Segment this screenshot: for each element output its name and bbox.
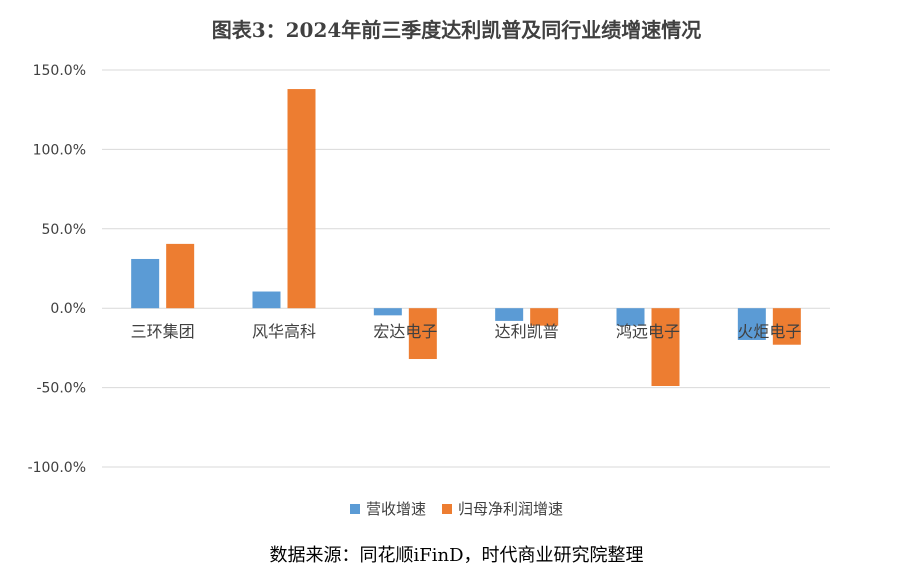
legend-swatch-net-profit xyxy=(442,503,452,514)
y-tick-label: -50.0% xyxy=(36,381,86,397)
y-tick-label: -100.0% xyxy=(28,460,86,476)
legend: 营收增速 归母净利润增速 xyxy=(0,498,913,519)
category-label: 鸿远电子 xyxy=(616,322,680,341)
y-tick-label: 100.0% xyxy=(33,142,86,158)
bar-net-profit xyxy=(287,89,316,309)
legend-swatch-revenue xyxy=(349,503,360,514)
bar-revenue xyxy=(373,308,402,316)
category-label: 达利凯普 xyxy=(495,322,559,341)
legend-label-net-profit: 归母净利润增速 xyxy=(458,500,564,518)
bar-revenue xyxy=(616,308,645,326)
bar-revenue xyxy=(131,258,160,309)
bar-revenue xyxy=(737,308,766,340)
bar-net-profit xyxy=(530,308,559,326)
legend-item-revenue: 营收增速 xyxy=(349,498,426,519)
bar-net-profit xyxy=(651,308,680,387)
legend-item-net-profit: 归母净利润增速 xyxy=(442,498,563,519)
category-label: 三环集团 xyxy=(131,322,195,341)
y-tick-label: 0.0% xyxy=(50,301,86,317)
bar-net-profit xyxy=(166,243,195,309)
y-tick-label: 50.0% xyxy=(42,222,86,238)
source-note: 数据来源：同花顺iFinD，时代商业研究院整理 xyxy=(269,545,644,566)
chart-title: 图表3：2024年前三季度达利凯普及同行业绩增速情况 xyxy=(211,18,702,42)
bar-net-profit xyxy=(408,308,437,360)
bar-revenue xyxy=(252,291,281,309)
bar-net-profit xyxy=(772,308,801,345)
legend-label-revenue: 营收增速 xyxy=(365,500,426,518)
bar-revenue xyxy=(495,308,524,321)
y-tick-label: 150.0% xyxy=(33,63,86,79)
category-label: 宏达电子 xyxy=(373,322,437,341)
category-label: 风华高科 xyxy=(252,322,316,341)
category-label: 火炬电子 xyxy=(737,322,801,341)
